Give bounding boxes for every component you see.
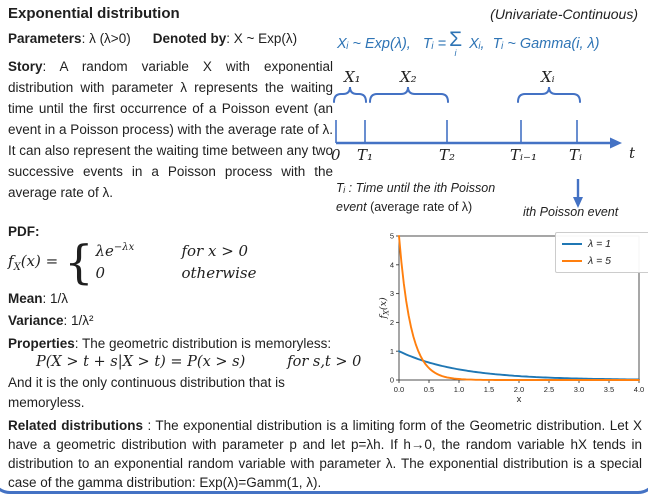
svg-text:3.0: 3.0 (574, 385, 584, 394)
interval-label-x1: X₁ (344, 68, 361, 86)
parameters-value: : λ (λ>0) (81, 31, 131, 46)
distribution-type-tag: (Univariate-Continuous) (490, 6, 638, 22)
tick-label-t2: T₂ (439, 146, 456, 164)
cases-brace: { (64, 235, 94, 289)
tick-label-0: 0 (331, 146, 341, 164)
poisson-timeline-diagram (333, 86, 622, 149)
svg-text:1.5: 1.5 (484, 385, 494, 394)
time-axis-label: t (629, 144, 636, 162)
legend-entry-lambda1: λ = 1 (562, 238, 648, 250)
ith-poisson-event-label: ith Poisson event (523, 205, 619, 219)
timeline-ticks (335, 120, 578, 143)
pdf-case-2: 0 otherwise (95, 264, 257, 282)
svg-text:0: 0 (390, 376, 394, 385)
interval-label-xi: Xᵢ (541, 68, 555, 86)
properties-intro: Properties: The geometric distribution i… (8, 336, 332, 351)
story-text: : A random variable X with exponential d… (8, 59, 333, 200)
svg-text:x: x (517, 394, 522, 405)
pdf-formula: fX(x) = { λe−λx for x > 0 0 otherwise (8, 235, 256, 289)
variance-row: Variance: 1/λ² (8, 313, 94, 328)
denoted-by-label: Denoted by (152, 31, 227, 46)
svg-text:0.5: 0.5 (424, 385, 434, 394)
timeline-arrowhead (610, 137, 622, 149)
svg-text:fX(x): fX(x) (378, 297, 391, 320)
story-paragraph: Story: A random variable X with exponent… (8, 56, 333, 203)
related-distributions-paragraph: Related distributions : The exponential … (8, 418, 642, 490)
tick-label-ti-1: Tᵢ₋₁ (510, 146, 537, 164)
memoryless-formula: P(X > t + s|X > t) = P(x > s) for s,t > 0 (36, 354, 362, 370)
parameters-label: Parameters (8, 31, 82, 46)
properties-outro: And it is the only continuous distributi… (8, 375, 285, 410)
svg-text:3.5: 3.5 (604, 385, 614, 394)
event-pointer-arrow (573, 179, 583, 208)
pdf-case-1: λe−λx for x > 0 (95, 242, 249, 260)
exponential-pdf-chart: 0.0 0.5 1.0 1.5 2.0 2.5 3.0 3.5 4.0 0 1 2 3 4 5 fX(x) x … (378, 226, 648, 406)
mean-row: Mean: 1/λ (8, 291, 69, 306)
svg-text:4: 4 (390, 260, 394, 269)
ti-definition-note: Tᵢ : Time until the ith Poisson event (a… (336, 181, 496, 214)
svg-text:3: 3 (390, 289, 394, 298)
svg-text:2.0: 2.0 (514, 385, 524, 394)
svg-text:0.0: 0.0 (394, 385, 404, 394)
pdf-lhs: fX(x) = (8, 251, 59, 273)
story-label: Story (8, 59, 43, 74)
legend-line-lambda5 (562, 260, 582, 262)
tick-label-ti: Tᵢ (569, 146, 583, 164)
svg-text:1: 1 (390, 347, 394, 356)
tick-label-t1: T₁ (357, 146, 374, 164)
svg-text:5: 5 (390, 232, 394, 241)
interval-braces (333, 86, 581, 103)
svg-text:2.5: 2.5 (544, 385, 554, 394)
chart-canvas: 0.0 0.5 1.0 1.5 2.0 2.5 3.0 3.5 4.0 0 1 2 3 4 5 fX(x) x (378, 232, 644, 405)
interval-label-x2: X₂ (400, 68, 417, 86)
svg-text:1.0: 1.0 (454, 385, 464, 394)
legend-entry-lambda5: λ = 5 (562, 255, 648, 267)
chart-legend: λ = 1 λ = 5 (555, 232, 648, 273)
svg-text:4.0: 4.0 (634, 385, 644, 394)
parameters-row: Parameters: λ (λ>0) Denoted by: X ~ Exp(λ… (8, 31, 338, 46)
legend-line-lambda1 (562, 243, 582, 245)
page-title: Exponential distribution (8, 5, 180, 22)
denoted-by-value: : X ~ Exp(λ) (226, 31, 298, 46)
pdf-cases: λe−λx for x > 0 0 otherwise (95, 240, 256, 284)
svg-text:2: 2 (390, 318, 394, 327)
pdf-heading: PDF: (8, 224, 40, 239)
